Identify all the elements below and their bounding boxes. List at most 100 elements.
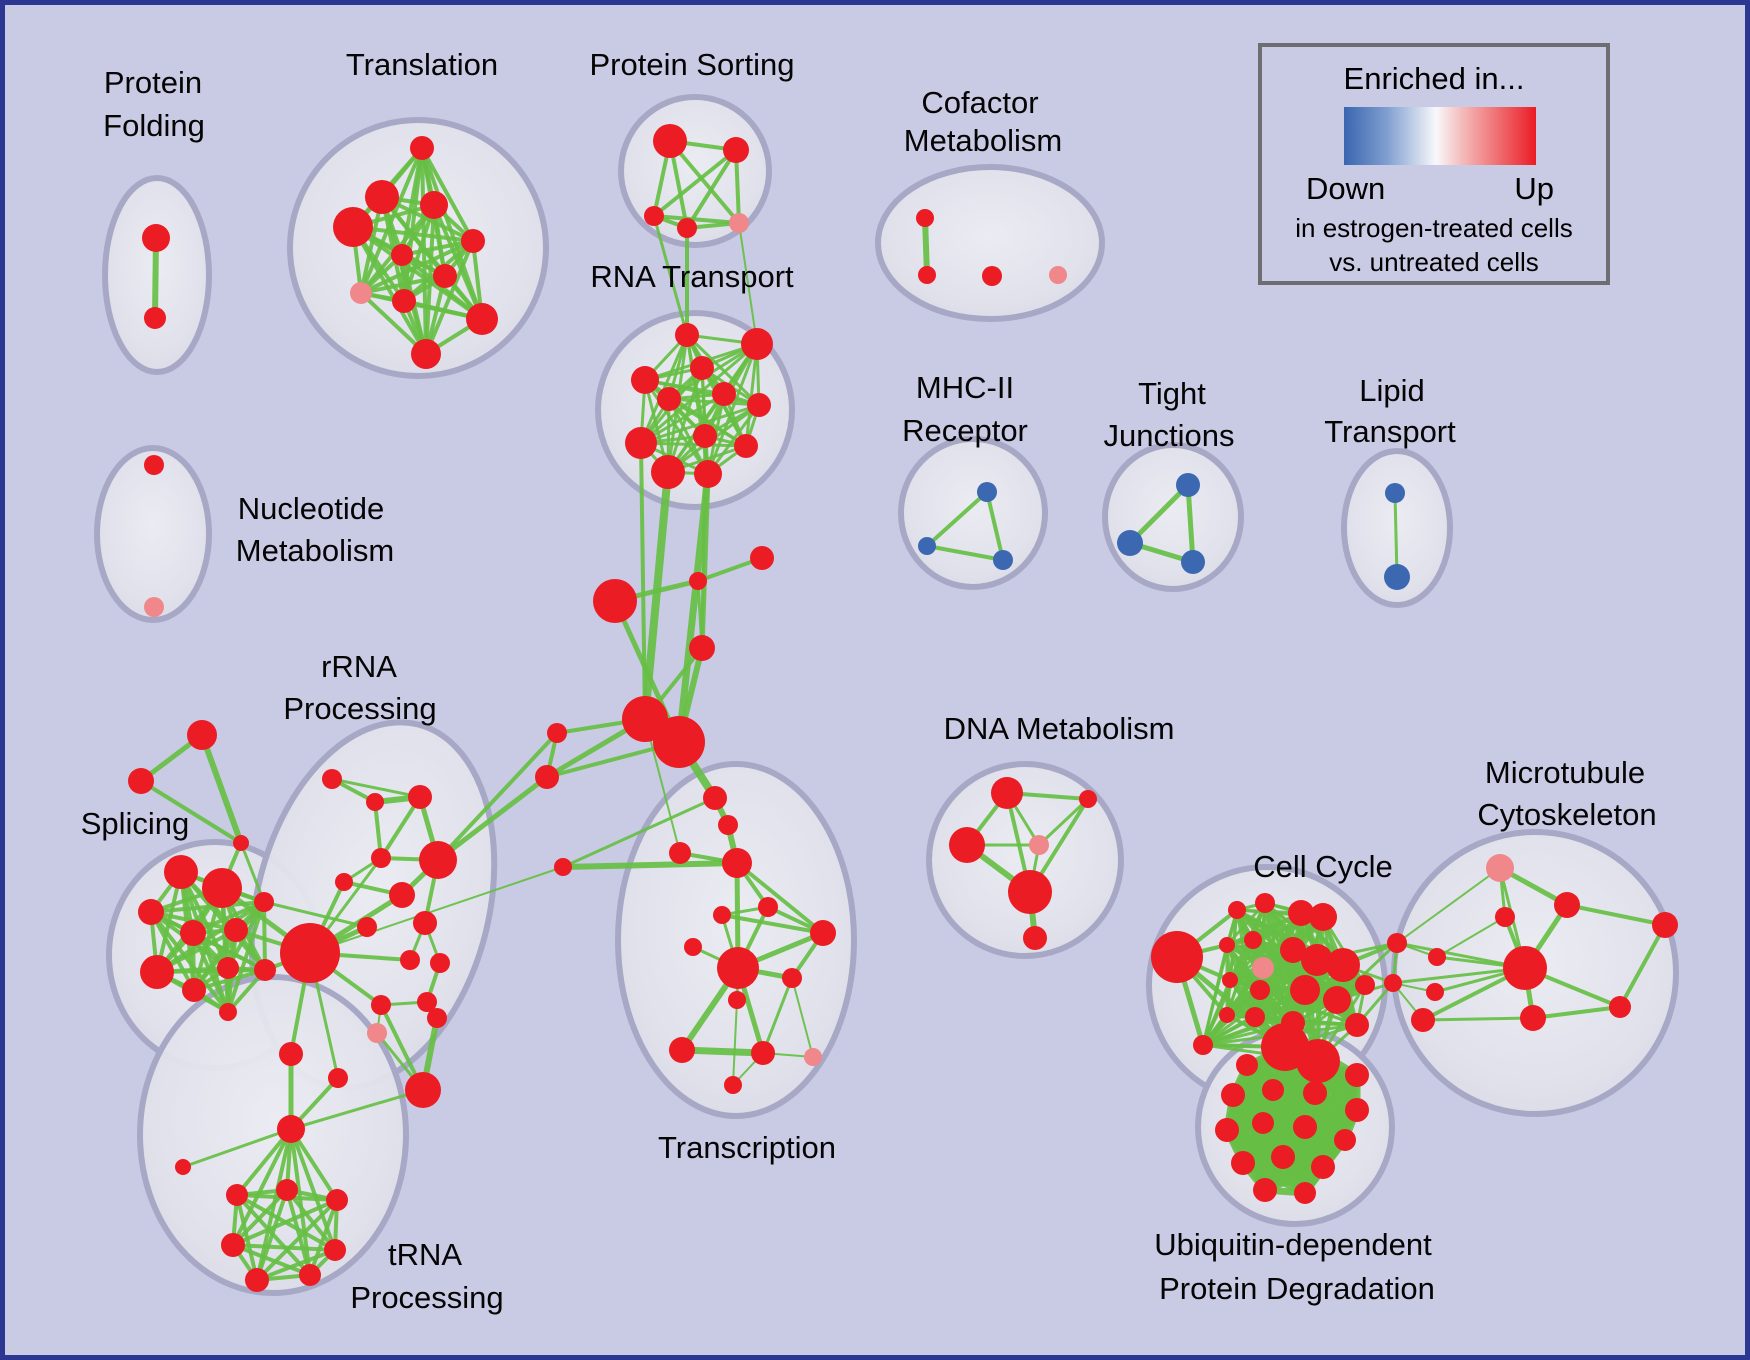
network-node-tc[interactable] bbox=[233, 835, 249, 851]
network-node-rt1[interactable] bbox=[675, 323, 699, 347]
network-node-cc13[interactable] bbox=[1323, 986, 1351, 1014]
network-node-lk3[interactable] bbox=[554, 858, 572, 876]
network-node-x7[interactable] bbox=[810, 920, 836, 946]
network-node-cc4[interactable] bbox=[1309, 903, 1337, 931]
network-node-j1[interactable] bbox=[1387, 933, 1407, 953]
network-node-lk2[interactable] bbox=[535, 765, 559, 789]
network-node-sp9[interactable] bbox=[254, 892, 274, 912]
network-node-u6[interactable] bbox=[1262, 1079, 1284, 1101]
network-node-u14[interactable] bbox=[1271, 1145, 1295, 1169]
network-node-u10[interactable] bbox=[1252, 1112, 1274, 1134]
network-node-iso[interactable] bbox=[175, 1159, 191, 1175]
network-node-mc8[interactable] bbox=[1652, 912, 1678, 938]
network-node-u8[interactable] bbox=[1345, 1098, 1369, 1122]
network-node-r14[interactable] bbox=[371, 995, 391, 1015]
network-node-mc2[interactable] bbox=[1495, 907, 1515, 927]
network-node-ccL[interactable] bbox=[1151, 931, 1203, 983]
network-node-t9[interactable] bbox=[392, 289, 416, 313]
network-node-cc6[interactable] bbox=[1244, 931, 1262, 949]
network-node-m1[interactable] bbox=[977, 482, 997, 502]
network-node-x3[interactable] bbox=[669, 842, 691, 864]
network-node-u3[interactable] bbox=[1316, 1046, 1338, 1068]
network-node-d5[interactable] bbox=[1023, 926, 1047, 950]
network-node-cc5[interactable] bbox=[1219, 937, 1235, 953]
network-node-d3[interactable] bbox=[949, 827, 985, 863]
network-node-mc1[interactable] bbox=[1554, 892, 1580, 918]
network-node-lt2[interactable] bbox=[1384, 564, 1410, 590]
network-node-rt7[interactable] bbox=[657, 387, 681, 411]
network-node-ps1[interactable] bbox=[653, 124, 687, 158]
network-node-d2[interactable] bbox=[1079, 790, 1097, 808]
network-node-h4[interactable] bbox=[689, 635, 715, 661]
network-node-u1[interactable] bbox=[1236, 1054, 1258, 1076]
network-node-rt6[interactable] bbox=[747, 393, 771, 417]
network-node-cc12[interactable] bbox=[1290, 975, 1320, 1005]
network-node-cc2[interactable] bbox=[1255, 893, 1275, 913]
network-node-u11[interactable] bbox=[1293, 1115, 1317, 1139]
network-node-sp6[interactable] bbox=[140, 955, 174, 989]
network-node-cc1[interactable] bbox=[1228, 901, 1246, 919]
network-node-h3[interactable] bbox=[750, 546, 774, 570]
network-node-rt8[interactable] bbox=[625, 427, 657, 459]
network-node-r10[interactable] bbox=[413, 911, 437, 935]
network-node-rt9[interactable] bbox=[693, 424, 717, 448]
network-node-x4[interactable] bbox=[722, 848, 752, 878]
network-node-mc4[interactable] bbox=[1609, 996, 1631, 1018]
network-node-sp10[interactable] bbox=[254, 959, 276, 981]
network-node-d4[interactable] bbox=[1008, 870, 1052, 914]
network-node-x8[interactable] bbox=[684, 938, 702, 956]
network-node-r8[interactable] bbox=[357, 917, 377, 937]
network-node-r1[interactable] bbox=[322, 769, 342, 789]
network-node-rt3[interactable] bbox=[631, 366, 659, 394]
network-node-rbig2[interactable] bbox=[405, 1072, 441, 1108]
network-node-r16[interactable] bbox=[427, 1008, 447, 1028]
network-node-dp[interactable] bbox=[1029, 835, 1049, 855]
network-node-t4[interactable] bbox=[333, 207, 373, 247]
network-node-r13[interactable] bbox=[430, 953, 450, 973]
network-node-r6[interactable] bbox=[389, 882, 415, 908]
network-node-lt1[interactable] bbox=[1385, 483, 1405, 503]
network-node-trhub[interactable] bbox=[277, 1115, 305, 1143]
network-node-u5[interactable] bbox=[1221, 1083, 1245, 1107]
network-node-sp8[interactable] bbox=[217, 957, 239, 979]
network-node-rt10[interactable] bbox=[734, 434, 758, 458]
network-node-mc3[interactable] bbox=[1520, 1005, 1546, 1031]
network-node-r12[interactable] bbox=[400, 950, 420, 970]
network-node-u12[interactable] bbox=[1334, 1129, 1356, 1151]
network-node-rt5[interactable] bbox=[712, 382, 736, 406]
network-node-u15[interactable] bbox=[1311, 1155, 1335, 1179]
network-node-t8[interactable] bbox=[350, 282, 372, 304]
network-node-h2[interactable] bbox=[689, 572, 707, 590]
network-node-m3[interactable] bbox=[993, 550, 1013, 570]
network-node-cc19[interactable] bbox=[1355, 975, 1375, 995]
network-node-rb3[interactable] bbox=[328, 1068, 348, 1088]
network-node-cf4[interactable] bbox=[1049, 266, 1067, 284]
network-node-d1[interactable] bbox=[991, 777, 1023, 809]
network-node-x13[interactable] bbox=[751, 1041, 775, 1065]
network-node-sp2[interactable] bbox=[202, 868, 242, 908]
network-node-sp7[interactable] bbox=[182, 978, 206, 1002]
network-node-rt4[interactable] bbox=[690, 356, 714, 380]
network-node-r4[interactable] bbox=[371, 848, 391, 868]
network-node-tj3[interactable] bbox=[1181, 550, 1205, 574]
network-node-rp[interactable] bbox=[367, 1023, 387, 1043]
network-node-rh[interactable] bbox=[280, 923, 340, 983]
network-node-u16[interactable] bbox=[1253, 1178, 1277, 1202]
network-node-x14[interactable] bbox=[804, 1048, 822, 1066]
network-node-g2[interactable] bbox=[276, 1179, 298, 1201]
network-node-cc11[interactable] bbox=[1250, 980, 1270, 1000]
network-node-ps2[interactable] bbox=[723, 137, 749, 163]
network-node-cc3[interactable] bbox=[1288, 900, 1314, 926]
network-node-g4[interactable] bbox=[221, 1233, 245, 1257]
network-node-r15[interactable] bbox=[417, 992, 437, 1012]
network-node-cf1[interactable] bbox=[916, 209, 934, 227]
network-node-r2[interactable] bbox=[366, 793, 384, 811]
network-node-t11[interactable] bbox=[411, 339, 441, 369]
network-node-g1[interactable] bbox=[226, 1184, 248, 1206]
network-node-sp4[interactable] bbox=[180, 920, 206, 946]
network-node-h1[interactable] bbox=[593, 579, 637, 623]
network-node-tj1[interactable] bbox=[1176, 473, 1200, 497]
network-node-sp5[interactable] bbox=[224, 918, 248, 942]
network-node-rt11[interactable] bbox=[651, 455, 685, 489]
network-node-cc17[interactable] bbox=[1193, 1035, 1213, 1055]
